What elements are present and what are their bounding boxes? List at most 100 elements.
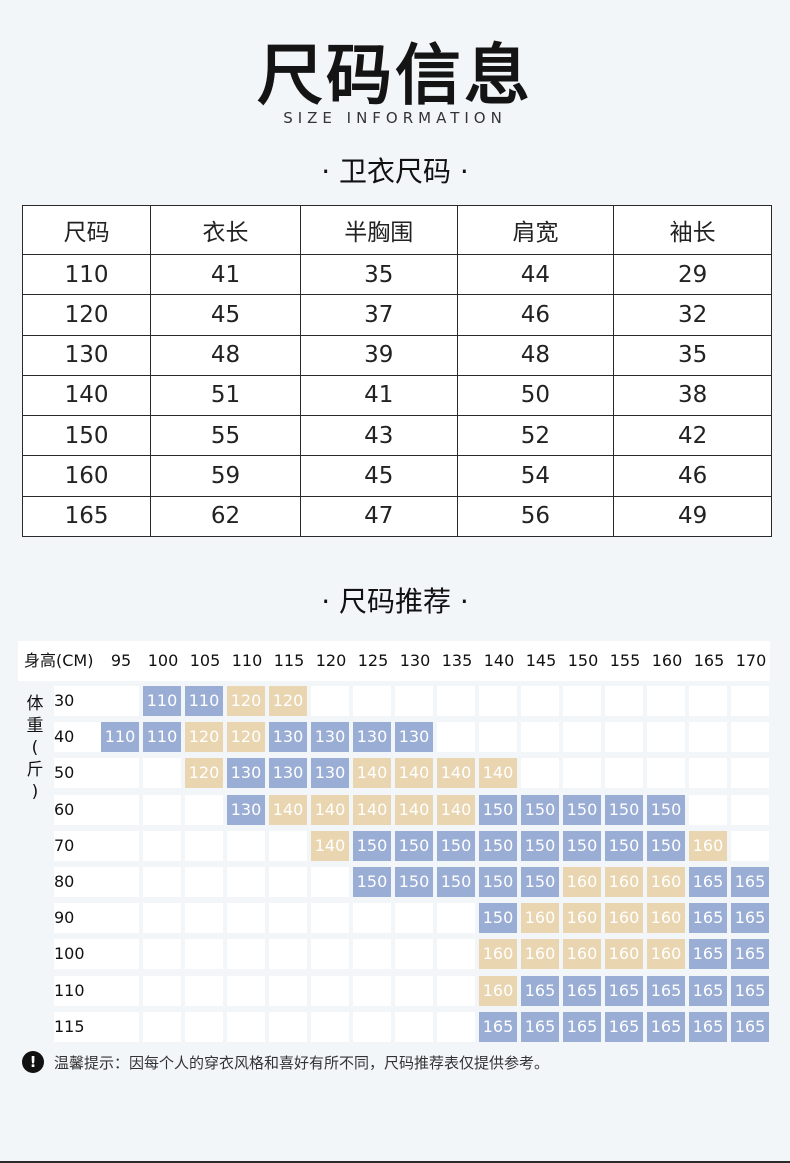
- table-cell: 38: [613, 374, 772, 417]
- empty-cell: [227, 903, 265, 934]
- size-cell-150: 150: [647, 830, 685, 861]
- empty-cell: [395, 975, 433, 1006]
- size-cell-160: 160: [521, 903, 559, 934]
- size-recommend-chart: 身高(CM) 95 100 105 110 115 120 125 130 135 140 145 1…: [18, 641, 770, 1043]
- size-cell-150: 150: [395, 867, 433, 897]
- size-cell-130: 130: [227, 794, 265, 825]
- size-cell-160: 160: [563, 903, 601, 934]
- size-cell-140: 140: [269, 794, 307, 825]
- empty-cell: [353, 975, 391, 1006]
- empty-cell: [395, 903, 433, 934]
- size-cell-120: 120: [185, 722, 223, 753]
- size-cell-150: 150: [647, 794, 685, 825]
- size-cell-150: 150: [479, 903, 517, 934]
- size-cell-150: 150: [479, 830, 517, 861]
- empty-cell: [353, 686, 391, 716]
- hoodie-size-heading: · 卫衣尺码 ·: [321, 155, 469, 188]
- size-cell-165: 165: [731, 1011, 769, 1042]
- weight-tick: 30: [54, 691, 75, 710]
- size-cell-165: 165: [563, 1011, 601, 1042]
- table-cell: 45: [299, 455, 458, 497]
- size-table-header-cell: 袖长: [613, 205, 772, 255]
- size-cell-165: 165: [521, 1011, 559, 1042]
- height-tick: 160: [651, 651, 683, 670]
- size-cell-130: 130: [269, 722, 307, 753]
- size-cell-160: 160: [647, 867, 685, 897]
- size-cell-130: 130: [227, 758, 265, 789]
- size-cell-140: 140: [353, 794, 391, 825]
- empty-cell: [731, 794, 769, 825]
- size-cell-160: 160: [647, 903, 685, 934]
- empty-cell: [731, 722, 769, 753]
- size-cell-150: 150: [605, 830, 643, 861]
- empty-cell: [143, 939, 181, 970]
- table-cell: 49: [613, 495, 772, 538]
- height-tick: 100: [147, 651, 179, 670]
- empty-cell: [269, 867, 307, 897]
- size-cell-130: 130: [269, 758, 307, 789]
- size-cell-110: 110: [143, 722, 181, 753]
- empty-cell: [311, 686, 349, 716]
- size-cell-160: 160: [605, 903, 643, 934]
- size-cell-150: 150: [353, 830, 391, 861]
- weight-tick: 90: [54, 908, 75, 928]
- empty-cell: [647, 758, 685, 789]
- table-cell: 29: [613, 253, 772, 296]
- empty-cell: [311, 903, 349, 934]
- size-cell-130: 130: [311, 758, 349, 789]
- size-cell-160: 160: [647, 939, 685, 970]
- empty-cell: [647, 686, 685, 716]
- empty-cell: [101, 758, 139, 789]
- size-cell-150: 150: [395, 830, 433, 861]
- empty-cell: [395, 939, 433, 970]
- size-cell-160: 160: [605, 939, 643, 970]
- empty-cell: [101, 686, 139, 716]
- table-cell: 41: [150, 253, 301, 296]
- size-cell-150: 150: [353, 867, 391, 897]
- size-cell-160: 160: [521, 939, 559, 970]
- empty-cell: [101, 794, 139, 825]
- size-cell-165: 165: [689, 975, 727, 1006]
- exclamation-icon: !: [22, 1051, 44, 1073]
- size-cell-150: 150: [563, 794, 601, 825]
- empty-cell: [731, 686, 769, 716]
- table-cell: 55: [150, 415, 301, 457]
- empty-cell: [185, 867, 223, 897]
- table-cell: 50: [456, 374, 615, 417]
- empty-cell: [143, 975, 181, 1006]
- empty-cell: [731, 830, 769, 861]
- empty-cell: [689, 686, 727, 716]
- empty-cell: [101, 975, 139, 1006]
- size-cell-150: 150: [479, 794, 517, 825]
- size-cell-140: 140: [311, 830, 349, 861]
- empty-cell: [605, 722, 643, 753]
- size-cell-120: 120: [227, 722, 265, 753]
- empty-cell: [437, 903, 475, 934]
- table-row: 120 45 37 46 32: [21, 294, 772, 336]
- empty-cell: [269, 1011, 307, 1042]
- size-cell-140: 140: [437, 758, 475, 789]
- size-cell-150: 150: [563, 830, 601, 861]
- empty-cell: [311, 975, 349, 1006]
- table-row: 130 48 39 48 35: [21, 334, 772, 376]
- table-cell: 54: [456, 455, 615, 497]
- empty-cell: [437, 975, 475, 1006]
- weight-label-char: (: [31, 738, 39, 758]
- height-tick: 140: [483, 651, 515, 670]
- empty-cell: [353, 939, 391, 970]
- table-cell: 43: [299, 415, 458, 457]
- empty-cell: [731, 758, 769, 789]
- table-cell: 47: [299, 495, 458, 538]
- size-cell-110: 110: [101, 722, 139, 753]
- size-cell-150: 150: [437, 867, 475, 897]
- weight-tick: 110: [54, 980, 85, 1000]
- table-row: 150 55 43 52 42: [21, 415, 772, 457]
- weight-tick: 100: [54, 944, 85, 964]
- height-tick: 120: [315, 651, 347, 670]
- size-cell-130: 130: [395, 722, 433, 753]
- height-tick: 165: [693, 651, 725, 670]
- size-cell-165: 165: [689, 1011, 727, 1042]
- empty-cell: [143, 794, 181, 825]
- empty-cell: [227, 1011, 265, 1042]
- empty-cell: [101, 830, 139, 861]
